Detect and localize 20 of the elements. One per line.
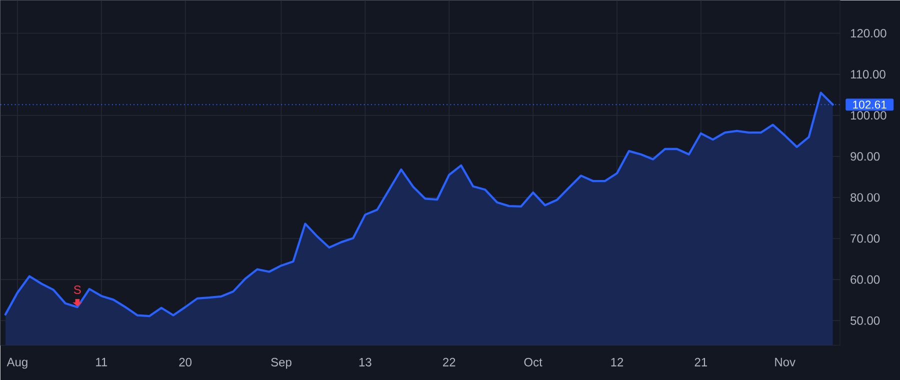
ref-line-label: 102.61 [853, 100, 886, 109]
y-tick-label: 60.00 [850, 275, 880, 284]
x-tick-label: 20 [179, 358, 192, 366]
y-tick-label: 80.00 [850, 193, 880, 202]
y-tick-label: 120.00 [850, 28, 886, 38]
y-tick-label: 90.00 [850, 152, 880, 161]
y-tick-label: 100.00 [850, 110, 886, 120]
y-tick-label: 50.00 [850, 316, 880, 325]
x-tick-label: 13 [359, 358, 372, 366]
y-tick-label: 70.00 [850, 234, 880, 243]
x-tick-label: Aug [6, 358, 28, 369]
x-tick-label: Sep [271, 358, 292, 369]
x-tick-label: 21 [694, 358, 708, 366]
x-tick-label: Nov [775, 358, 796, 366]
x-tick-label: 12 [611, 358, 624, 366]
x-tick-label: 22 [443, 358, 456, 366]
x-tick-label: 11 [96, 358, 108, 366]
y-tick-label: 110.00 [850, 70, 886, 78]
x-tick-label: Oct [524, 358, 542, 366]
annotation: S [74, 285, 81, 294]
